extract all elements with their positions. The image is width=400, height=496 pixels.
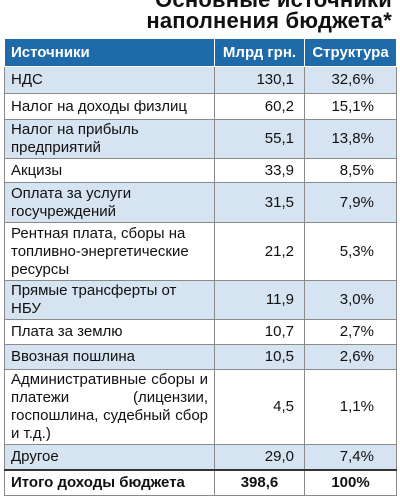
row-value: 60,2 — [214, 93, 305, 120]
row-label: Рентная плата, сборы на топливно-энергет… — [4, 222, 215, 281]
table-row: Другое 29,0 7,4% — [4, 444, 397, 470]
row-value: 21,2 — [214, 222, 305, 281]
row-value: 10,5 — [214, 344, 305, 370]
table-row: Плата за землю 10,7 2,7% — [4, 319, 397, 345]
table-row: Налог на прибыль предприятий 55,1 13,8% — [4, 119, 397, 159]
row-label: Акцизы — [4, 158, 215, 183]
row-share: 7,4% — [304, 444, 397, 470]
row-value: 4,5 — [214, 369, 305, 445]
row-share: 32,6% — [304, 66, 397, 94]
row-label: Административные сборы и платежи (лиценз… — [4, 369, 215, 445]
row-label: Ввозная пошлина — [4, 344, 215, 370]
row-value: 11,9 — [214, 280, 305, 320]
row-label: Плата за землю — [4, 319, 215, 345]
row-share: 1,1% — [304, 369, 397, 445]
title-line-1: Основные источники — [155, 0, 392, 13]
row-label: Оплата за услуги госучреждений — [4, 182, 215, 223]
total-row: Итого доходы бюджета 398,6 100% — [4, 468, 397, 496]
table-row: Налог на доходы физлиц 60,2 15,1% — [4, 93, 397, 120]
table-row: Акцизы 33,9 8,5% — [4, 158, 397, 183]
header-structure: Структура — [304, 38, 397, 67]
row-share: 5,3% — [304, 222, 397, 281]
header-sources: Источники — [4, 38, 215, 67]
row-share: 2,6% — [304, 344, 397, 370]
title-line-2: наполнения бюджета* — [146, 8, 392, 33]
table-row: Рентная плата, сборы на топливно-энергет… — [4, 222, 397, 281]
table-header-row: Источники Млрд грн. Структура — [4, 38, 397, 67]
row-share: 3,0% — [304, 280, 397, 320]
total-label: Итого доходы бюджета — [4, 468, 215, 496]
header-amount: Млрд грн. — [214, 38, 305, 67]
row-value: 33,9 — [214, 158, 305, 183]
row-label: Налог на прибыль предприятий — [4, 119, 215, 159]
table-row: Ввозная пошлина 10,5 2,6% — [4, 344, 397, 370]
budget-sources-table: Источники Млрд грн. Структура НДС 130,1 … — [4, 38, 397, 496]
row-value: 29,0 — [214, 444, 305, 470]
row-value: 10,7 — [214, 319, 305, 345]
row-share: 7,9% — [304, 182, 397, 223]
total-value: 398,6 — [214, 468, 305, 496]
table-row: Оплата за услуги госучреждений 31,5 7,9% — [4, 182, 397, 223]
total-share: 100% — [304, 468, 397, 496]
row-share: 13,8% — [304, 119, 397, 159]
row-value: 130,1 — [214, 66, 305, 94]
table-row: Административные сборы и платежи (лиценз… — [4, 369, 397, 445]
table-row: НДС 130,1 32,6% — [4, 66, 397, 94]
row-label: Налог на доходы физлиц — [4, 93, 215, 120]
row-label: Другое — [4, 444, 215, 470]
row-value: 31,5 — [214, 182, 305, 223]
row-value: 55,1 — [214, 119, 305, 159]
title-block: Основные источники наполнения бюджета* — [0, 0, 400, 34]
row-label: Прямые трансферты от НБУ — [4, 280, 215, 320]
row-share: 8,5% — [304, 158, 397, 183]
row-share: 2,7% — [304, 319, 397, 345]
row-label: НДС — [4, 66, 215, 94]
row-share: 15,1% — [304, 93, 397, 120]
table-row: Прямые трансферты от НБУ 11,9 3,0% — [4, 280, 397, 320]
